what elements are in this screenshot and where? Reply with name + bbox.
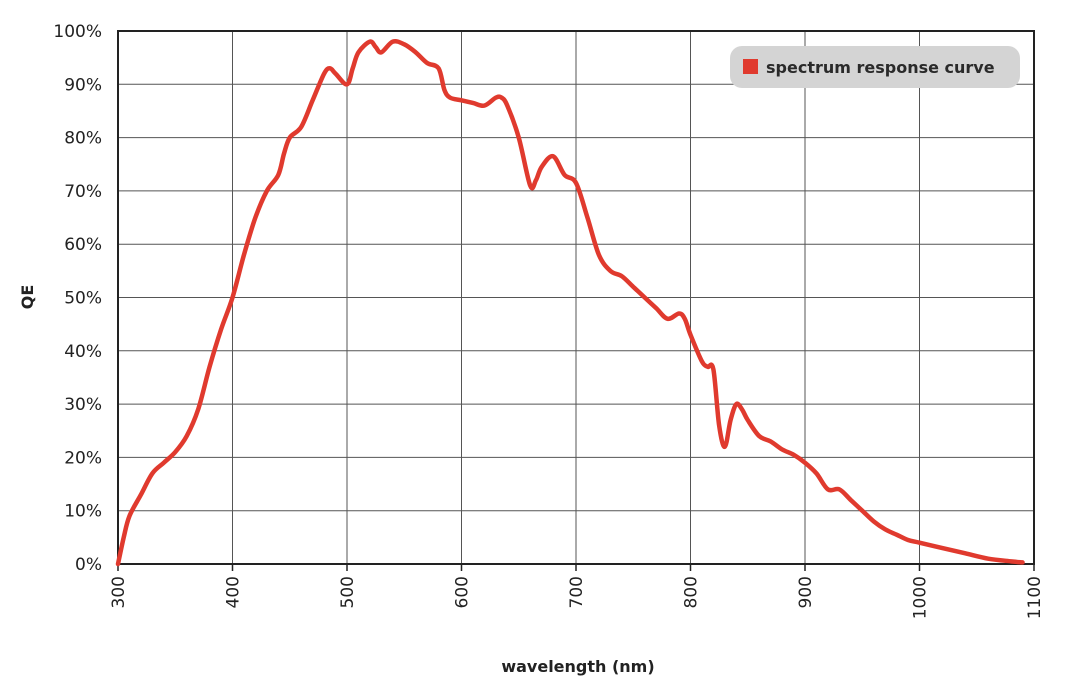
x-tick-label: 700: [567, 576, 587, 608]
y-tick-label: 20%: [64, 448, 102, 468]
y-tick-label: 80%: [64, 129, 102, 149]
x-tick-label: 900: [796, 576, 816, 608]
x-tick-labels: 300 400 500 600 700 800 900 1000 1100: [109, 576, 1045, 619]
y-tick-label: 0%: [75, 555, 102, 575]
series-line-spectrum-response: [115, 39, 1025, 567]
x-tick-label: 1000: [911, 576, 931, 619]
legend-label: spectrum response curve: [766, 58, 995, 77]
x-tick-label: 400: [224, 576, 244, 608]
y-axis-title: QE: [18, 285, 37, 310]
grid: [117, 30, 1035, 565]
legend-box: [730, 46, 1020, 88]
y-tick-label: 40%: [64, 342, 102, 362]
x-tick-label: 300: [109, 576, 129, 608]
axes: [117, 30, 1035, 571]
legend: spectrum response curve: [730, 46, 1020, 88]
y-tick-label: 50%: [64, 289, 102, 309]
y-tick-label: 70%: [64, 182, 102, 202]
y-tick-label: 10%: [64, 502, 102, 522]
x-tick-label: 500: [338, 576, 358, 608]
x-tick-label: 1100: [1025, 576, 1045, 619]
y-tick-label: 100%: [53, 22, 102, 42]
x-axis-title: wavelength (nm): [501, 657, 654, 676]
y-tick-label: 90%: [64, 75, 102, 95]
y-tick-label: 60%: [64, 235, 102, 255]
y-tick-labels: 0% 10% 20% 30% 40% 50% 60% 70% 80% 90% 100%: [53, 22, 102, 575]
series: [115, 39, 1025, 567]
x-tick-label: 600: [453, 576, 473, 608]
x-tick-label: 800: [682, 576, 702, 608]
legend-swatch: [743, 59, 758, 74]
y-tick-label: 30%: [64, 395, 102, 415]
